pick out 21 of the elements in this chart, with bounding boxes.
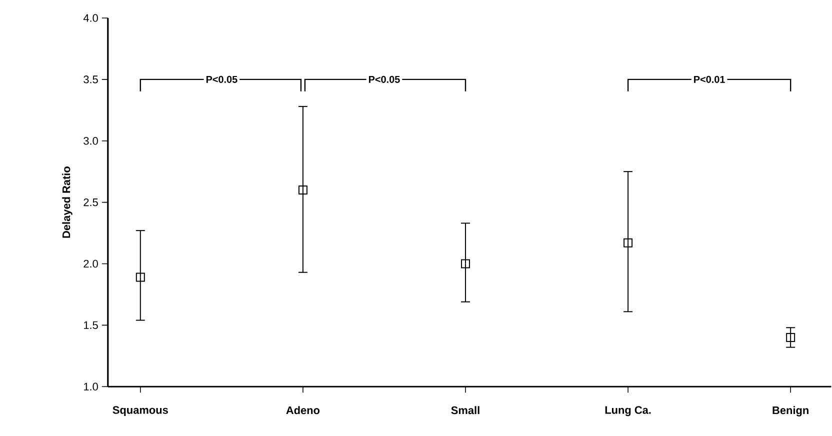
x-tick-label: Adeno (286, 406, 320, 414)
annotation: P<0.01 (694, 76, 725, 84)
point (298, 186, 308, 195)
annotation: P<0.05 (368, 76, 400, 84)
x-tick-label: Small (451, 406, 480, 414)
point (786, 333, 796, 342)
y-tick-label: 1.5 (84, 322, 98, 330)
y-tick-label: 3.5 (84, 76, 98, 84)
point (624, 238, 633, 248)
y-tick-label: 2.0 (84, 260, 98, 268)
y-tick-label: 2.5 (84, 198, 98, 206)
y-tick-label: 1.0 (84, 382, 98, 391)
x-tick-label: Squamous (112, 406, 168, 416)
x-tick-label: Lung Ca. (605, 406, 651, 416)
y-tick-label: 4.0 (83, 14, 98, 22)
y-tick-label: 3.0 (84, 137, 98, 145)
x-tick-label: Benign (772, 406, 808, 417)
point (460, 259, 470, 268)
y-axis-title: Delayed Ratio (62, 166, 72, 238)
point (136, 272, 145, 282)
annotation: P<0.05 (206, 76, 238, 84)
